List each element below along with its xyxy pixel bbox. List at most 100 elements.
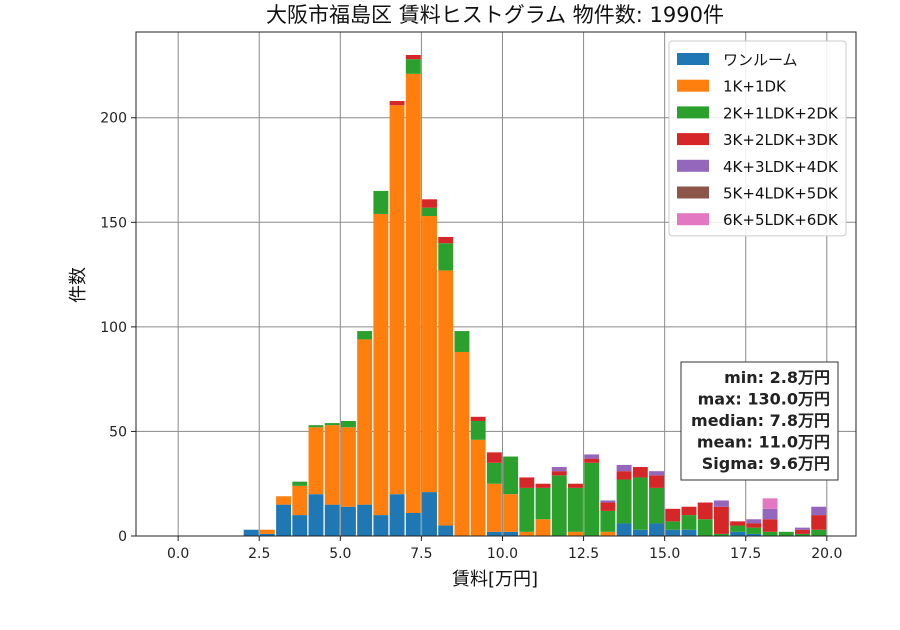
- histogram-bar: [276, 496, 292, 505]
- histogram-bar: [519, 487, 535, 532]
- y-tick-label: 50: [109, 424, 127, 440]
- histogram-bar: [551, 475, 567, 536]
- stats-box: min: 2.8万円 max: 130.0万円 median: 7.8万円 mean:…: [680, 361, 839, 481]
- histogram-bar: [340, 420, 356, 428]
- histogram-bar: [568, 487, 583, 532]
- histogram-bar: [324, 504, 340, 536]
- histogram-bar: [713, 533, 729, 536]
- histogram-bar: [746, 527, 762, 534]
- histogram-bar: [389, 494, 405, 536]
- legend: ワンルーム 1K+1DK 2K+1LDK+2DK 3K+2LDK+3DK 4K+3LDK…: [668, 40, 847, 237]
- histogram-bar: [422, 199, 437, 208]
- histogram-bar: [632, 529, 648, 536]
- histogram-bar: [778, 531, 794, 536]
- histogram-bar: [811, 515, 827, 530]
- histogram-bar: [438, 525, 454, 536]
- histogram-bar: [405, 55, 421, 60]
- histogram-bar: [600, 510, 616, 532]
- histogram-bar: [616, 464, 632, 472]
- histogram-bar: [568, 531, 583, 536]
- legend-swatch: [677, 79, 709, 92]
- histogram-bar: [746, 533, 762, 536]
- legend-swatch: [677, 53, 709, 65]
- histogram-bar: [357, 331, 373, 340]
- histogram-bar: [340, 427, 356, 507]
- histogram-bar: [616, 479, 632, 524]
- histogram-bar: [292, 485, 308, 516]
- bars-layer: [243, 55, 827, 536]
- histogram-bar: [535, 483, 551, 488]
- histogram-bar: [649, 475, 664, 488]
- histogram-bar: [584, 454, 600, 459]
- histogram-bar: [454, 351, 470, 536]
- histogram-bar: [616, 471, 632, 480]
- histogram-bar: [535, 487, 551, 520]
- histogram-bar: [665, 521, 681, 530]
- y-tick-label: 150: [100, 215, 127, 231]
- histogram-bar: [503, 494, 519, 532]
- histogram-bar: [324, 425, 340, 505]
- histogram-bar: [811, 529, 827, 536]
- x-tick-label: 15.0: [649, 546, 680, 562]
- histogram-bar: [551, 466, 567, 472]
- histogram-bar: [551, 471, 567, 476]
- histogram-bar: [665, 508, 681, 522]
- x-tick-label: 17.5: [730, 546, 761, 562]
- stats-line: median: 7.8万円: [691, 411, 830, 430]
- x-tick-label: 10.0: [487, 546, 518, 562]
- histogram-bar: [584, 458, 600, 463]
- histogram-bar: [503, 456, 519, 495]
- histogram-bar: [454, 331, 470, 352]
- histogram-bar: [405, 73, 421, 513]
- histogram-bar: [795, 533, 810, 536]
- x-tick-label: 20.0: [811, 546, 842, 562]
- histogram-bar: [422, 207, 437, 217]
- histogram-bar: [746, 523, 762, 528]
- histogram-bar: [713, 500, 729, 507]
- histogram-bar: [584, 462, 600, 536]
- stats-line: Sigma: 9.6万円: [702, 454, 830, 473]
- histogram-bar: [730, 525, 746, 532]
- histogram-bar: [762, 519, 778, 532]
- histogram-bar: [616, 523, 632, 536]
- histogram-bar: [486, 452, 502, 463]
- legend-frame: [668, 40, 847, 237]
- histogram-bar: [357, 504, 373, 536]
- histogram-bar: [292, 515, 308, 536]
- histogram-bar: [276, 504, 292, 536]
- histogram-bar: [405, 512, 421, 536]
- histogram-bar: [470, 439, 486, 536]
- legend-label: 5K+4LDK+5DK: [723, 185, 839, 203]
- histogram-bar: [503, 531, 519, 536]
- histogram-bar: [632, 477, 648, 530]
- histogram-bar: [730, 531, 746, 536]
- histogram-bar: [649, 523, 664, 536]
- histogram-bar: [438, 243, 454, 271]
- histogram-bar: [762, 498, 778, 509]
- x-tick-label: 12.5: [568, 546, 599, 562]
- histogram-bar: [373, 515, 389, 536]
- histogram-bar: [308, 425, 324, 428]
- histogram-bar: [730, 521, 746, 526]
- histogram-bar: [308, 494, 324, 536]
- histogram-bar: [681, 506, 697, 516]
- histogram-bar: [632, 466, 648, 478]
- histogram-bar: [665, 529, 681, 536]
- histogram-bar: [259, 529, 275, 534]
- x-tick-label: 7.5: [410, 546, 432, 562]
- histogram-bar: [600, 531, 616, 536]
- legend-swatch: [677, 186, 709, 199]
- legend-label: 6K+5LDK+6DK: [723, 211, 839, 229]
- histogram-bar: [762, 531, 778, 536]
- histogram-bar: [568, 483, 583, 488]
- histogram-bar: [422, 492, 437, 536]
- legend-label: 4K+3LDK+4DK: [723, 158, 839, 176]
- histogram-bar: [292, 481, 308, 486]
- histogram-bar: [373, 190, 389, 214]
- histogram-bar: [438, 270, 454, 526]
- legend-label: ワンルーム: [723, 51, 798, 69]
- x-axis-label: 賃料[万円]: [452, 569, 538, 590]
- x-tick-label: 0.0: [167, 546, 189, 562]
- histogram-bar: [243, 529, 259, 536]
- y-axis-label: 件数: [68, 267, 89, 303]
